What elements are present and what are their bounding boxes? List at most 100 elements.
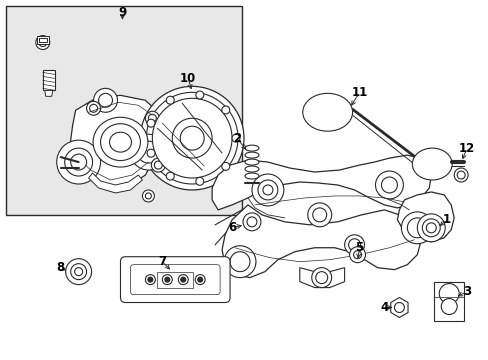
Circle shape: [147, 149, 155, 157]
Circle shape: [166, 172, 174, 180]
Circle shape: [195, 177, 203, 185]
Bar: [157, 272, 193, 288]
Text: 1: 1: [442, 213, 450, 226]
Circle shape: [146, 92, 238, 184]
Circle shape: [375, 171, 403, 199]
Circle shape: [130, 134, 166, 170]
Circle shape: [145, 275, 155, 285]
Ellipse shape: [109, 132, 131, 152]
Circle shape: [181, 277, 185, 282]
Circle shape: [152, 98, 232, 178]
Circle shape: [172, 118, 212, 158]
Polygon shape: [42, 71, 55, 90]
Circle shape: [180, 126, 203, 150]
Circle shape: [75, 268, 82, 276]
Circle shape: [178, 275, 188, 285]
Circle shape: [64, 148, 92, 176]
Ellipse shape: [419, 154, 444, 174]
Circle shape: [36, 36, 50, 50]
Text: 12: 12: [458, 141, 474, 155]
Text: 3: 3: [462, 285, 470, 298]
Ellipse shape: [422, 157, 441, 171]
Circle shape: [154, 161, 162, 169]
Text: 10: 10: [180, 72, 196, 85]
Circle shape: [99, 93, 112, 107]
Circle shape: [229, 252, 249, 272]
Circle shape: [142, 190, 154, 202]
Ellipse shape: [244, 166, 259, 172]
Circle shape: [348, 239, 360, 251]
Circle shape: [307, 203, 331, 227]
Ellipse shape: [313, 102, 341, 122]
Circle shape: [145, 111, 159, 125]
Ellipse shape: [411, 148, 451, 180]
Circle shape: [166, 96, 174, 104]
Circle shape: [147, 119, 155, 127]
Polygon shape: [88, 173, 142, 193]
Ellipse shape: [244, 159, 259, 165]
Circle shape: [438, 284, 458, 303]
Circle shape: [162, 275, 172, 285]
Ellipse shape: [309, 99, 345, 125]
Circle shape: [140, 86, 244, 190]
Ellipse shape: [244, 145, 259, 151]
Polygon shape: [37, 36, 49, 44]
Circle shape: [195, 91, 203, 99]
Polygon shape: [222, 205, 421, 278]
Circle shape: [349, 247, 365, 263]
Circle shape: [426, 223, 435, 233]
Polygon shape: [397, 192, 453, 242]
Circle shape: [453, 168, 467, 182]
Polygon shape: [71, 95, 162, 188]
Circle shape: [148, 114, 156, 122]
Circle shape: [57, 140, 101, 184]
Ellipse shape: [244, 152, 259, 158]
Circle shape: [222, 162, 229, 170]
Ellipse shape: [302, 93, 352, 131]
Circle shape: [456, 171, 464, 179]
Ellipse shape: [415, 151, 448, 177]
Circle shape: [416, 214, 444, 242]
Ellipse shape: [425, 159, 438, 169]
Text: 6: 6: [227, 221, 236, 234]
Text: 5: 5: [355, 241, 363, 254]
Circle shape: [222, 106, 229, 114]
Circle shape: [197, 277, 202, 282]
Circle shape: [232, 134, 240, 142]
Circle shape: [422, 219, 439, 237]
Ellipse shape: [101, 124, 140, 161]
Circle shape: [151, 158, 165, 172]
Text: 11: 11: [351, 86, 367, 99]
Ellipse shape: [319, 107, 335, 118]
Circle shape: [246, 217, 256, 227]
Circle shape: [89, 104, 98, 112]
Polygon shape: [45, 90, 53, 96]
Text: 7: 7: [158, 255, 166, 268]
Circle shape: [394, 302, 404, 312]
Polygon shape: [390, 298, 407, 318]
Circle shape: [315, 272, 327, 284]
Circle shape: [258, 180, 277, 200]
Circle shape: [93, 88, 117, 112]
Text: 8: 8: [57, 261, 65, 274]
Text: 2: 2: [232, 132, 241, 145]
FancyBboxPatch shape: [130, 265, 220, 294]
Circle shape: [401, 212, 432, 244]
Circle shape: [137, 141, 159, 163]
Text: 4: 4: [380, 301, 388, 314]
Bar: [6, 6, 242, 215]
Circle shape: [65, 259, 91, 285]
Circle shape: [195, 275, 205, 285]
Circle shape: [263, 185, 272, 195]
Circle shape: [71, 264, 86, 280]
Ellipse shape: [316, 105, 338, 120]
Circle shape: [251, 174, 283, 206]
Circle shape: [353, 251, 361, 259]
FancyBboxPatch shape: [120, 257, 229, 302]
Circle shape: [440, 298, 456, 315]
Text: 9: 9: [118, 6, 126, 19]
Polygon shape: [39, 37, 47, 41]
Circle shape: [145, 193, 151, 199]
Circle shape: [164, 277, 169, 282]
Circle shape: [71, 154, 86, 170]
